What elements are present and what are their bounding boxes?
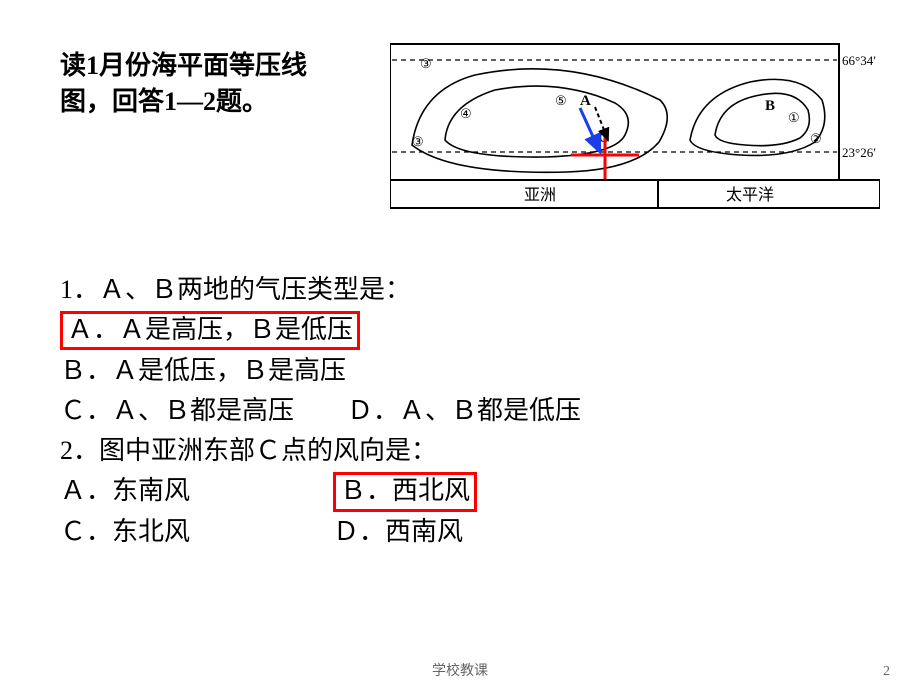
svg-text:亚洲: 亚洲 xyxy=(524,187,556,204)
svg-text:23°26′: 23°26′ xyxy=(842,145,876,160)
svg-text:③: ③ xyxy=(420,56,432,71)
svg-text:②: ② xyxy=(810,131,822,146)
prompt-line1: 读1月份海平面等压线 xyxy=(60,51,307,80)
svg-text:④: ④ xyxy=(460,106,472,121)
svg-text:⑤: ⑤ xyxy=(555,93,567,108)
svg-text:C: C xyxy=(598,130,609,146)
q2-optD: Ｄ．西南风 xyxy=(333,517,463,546)
svg-text:A: A xyxy=(580,93,591,109)
page-number: 2 xyxy=(883,664,890,680)
svg-text:①: ① xyxy=(788,110,800,125)
svg-text:③: ③ xyxy=(412,134,424,149)
svg-text:B: B xyxy=(765,98,775,114)
q2-stem: 2．图中亚洲东部Ｃ点的风向是： xyxy=(60,431,860,471)
prompt-text: 读1月份海平面等压线 图，回答1—2题。 xyxy=(60,48,360,121)
q2-optB: Ｂ．西北风 xyxy=(333,472,477,511)
q1-optA-line: Ａ．Ａ是高压，Ｂ是低压 xyxy=(60,310,860,350)
q1-optA: Ａ．Ａ是高压，Ｂ是低压 xyxy=(60,311,360,350)
svg-text:太平洋: 太平洋 xyxy=(726,186,774,204)
q2-optC: Ｃ．东北风 xyxy=(60,517,190,546)
prompt-line2: 图，回答1—2题。 xyxy=(60,87,268,116)
footer-text: 学校教课 xyxy=(0,660,920,680)
questions-block: 1．Ａ、Ｂ两地的气压类型是： Ａ．Ａ是高压，Ｂ是低压 Ｂ．Ａ是低压，Ｂ是高压 Ｃ… xyxy=(60,270,860,552)
q2-optA: Ａ．东南风 xyxy=(60,476,190,505)
q1-optCD-line: Ｃ．Ａ、Ｂ都是高压 Ｄ．Ａ、Ｂ都是低压 xyxy=(60,391,860,431)
q1-stem: 1．Ａ、Ｂ两地的气压类型是： xyxy=(60,270,860,310)
q1-optB: Ｂ．Ａ是低压，Ｂ是高压 xyxy=(60,351,860,391)
q2-optCD-line: Ｃ．东北风 Ｄ．西南风 xyxy=(60,512,860,552)
isobar-diagram: 66°34′ 23°26′ 亚洲 太平洋 ③ ④ ⑤ ③ ①② A B C xyxy=(390,40,880,210)
q1-optD: Ｄ．Ａ、Ｂ都是低压 xyxy=(347,396,581,425)
svg-text:66°34′: 66°34′ xyxy=(842,53,876,68)
q1-optC: Ｃ．Ａ、Ｂ都是高压 xyxy=(60,396,294,425)
q2-optAB-line: Ａ．东南风 Ｂ．西北风 xyxy=(60,471,860,511)
